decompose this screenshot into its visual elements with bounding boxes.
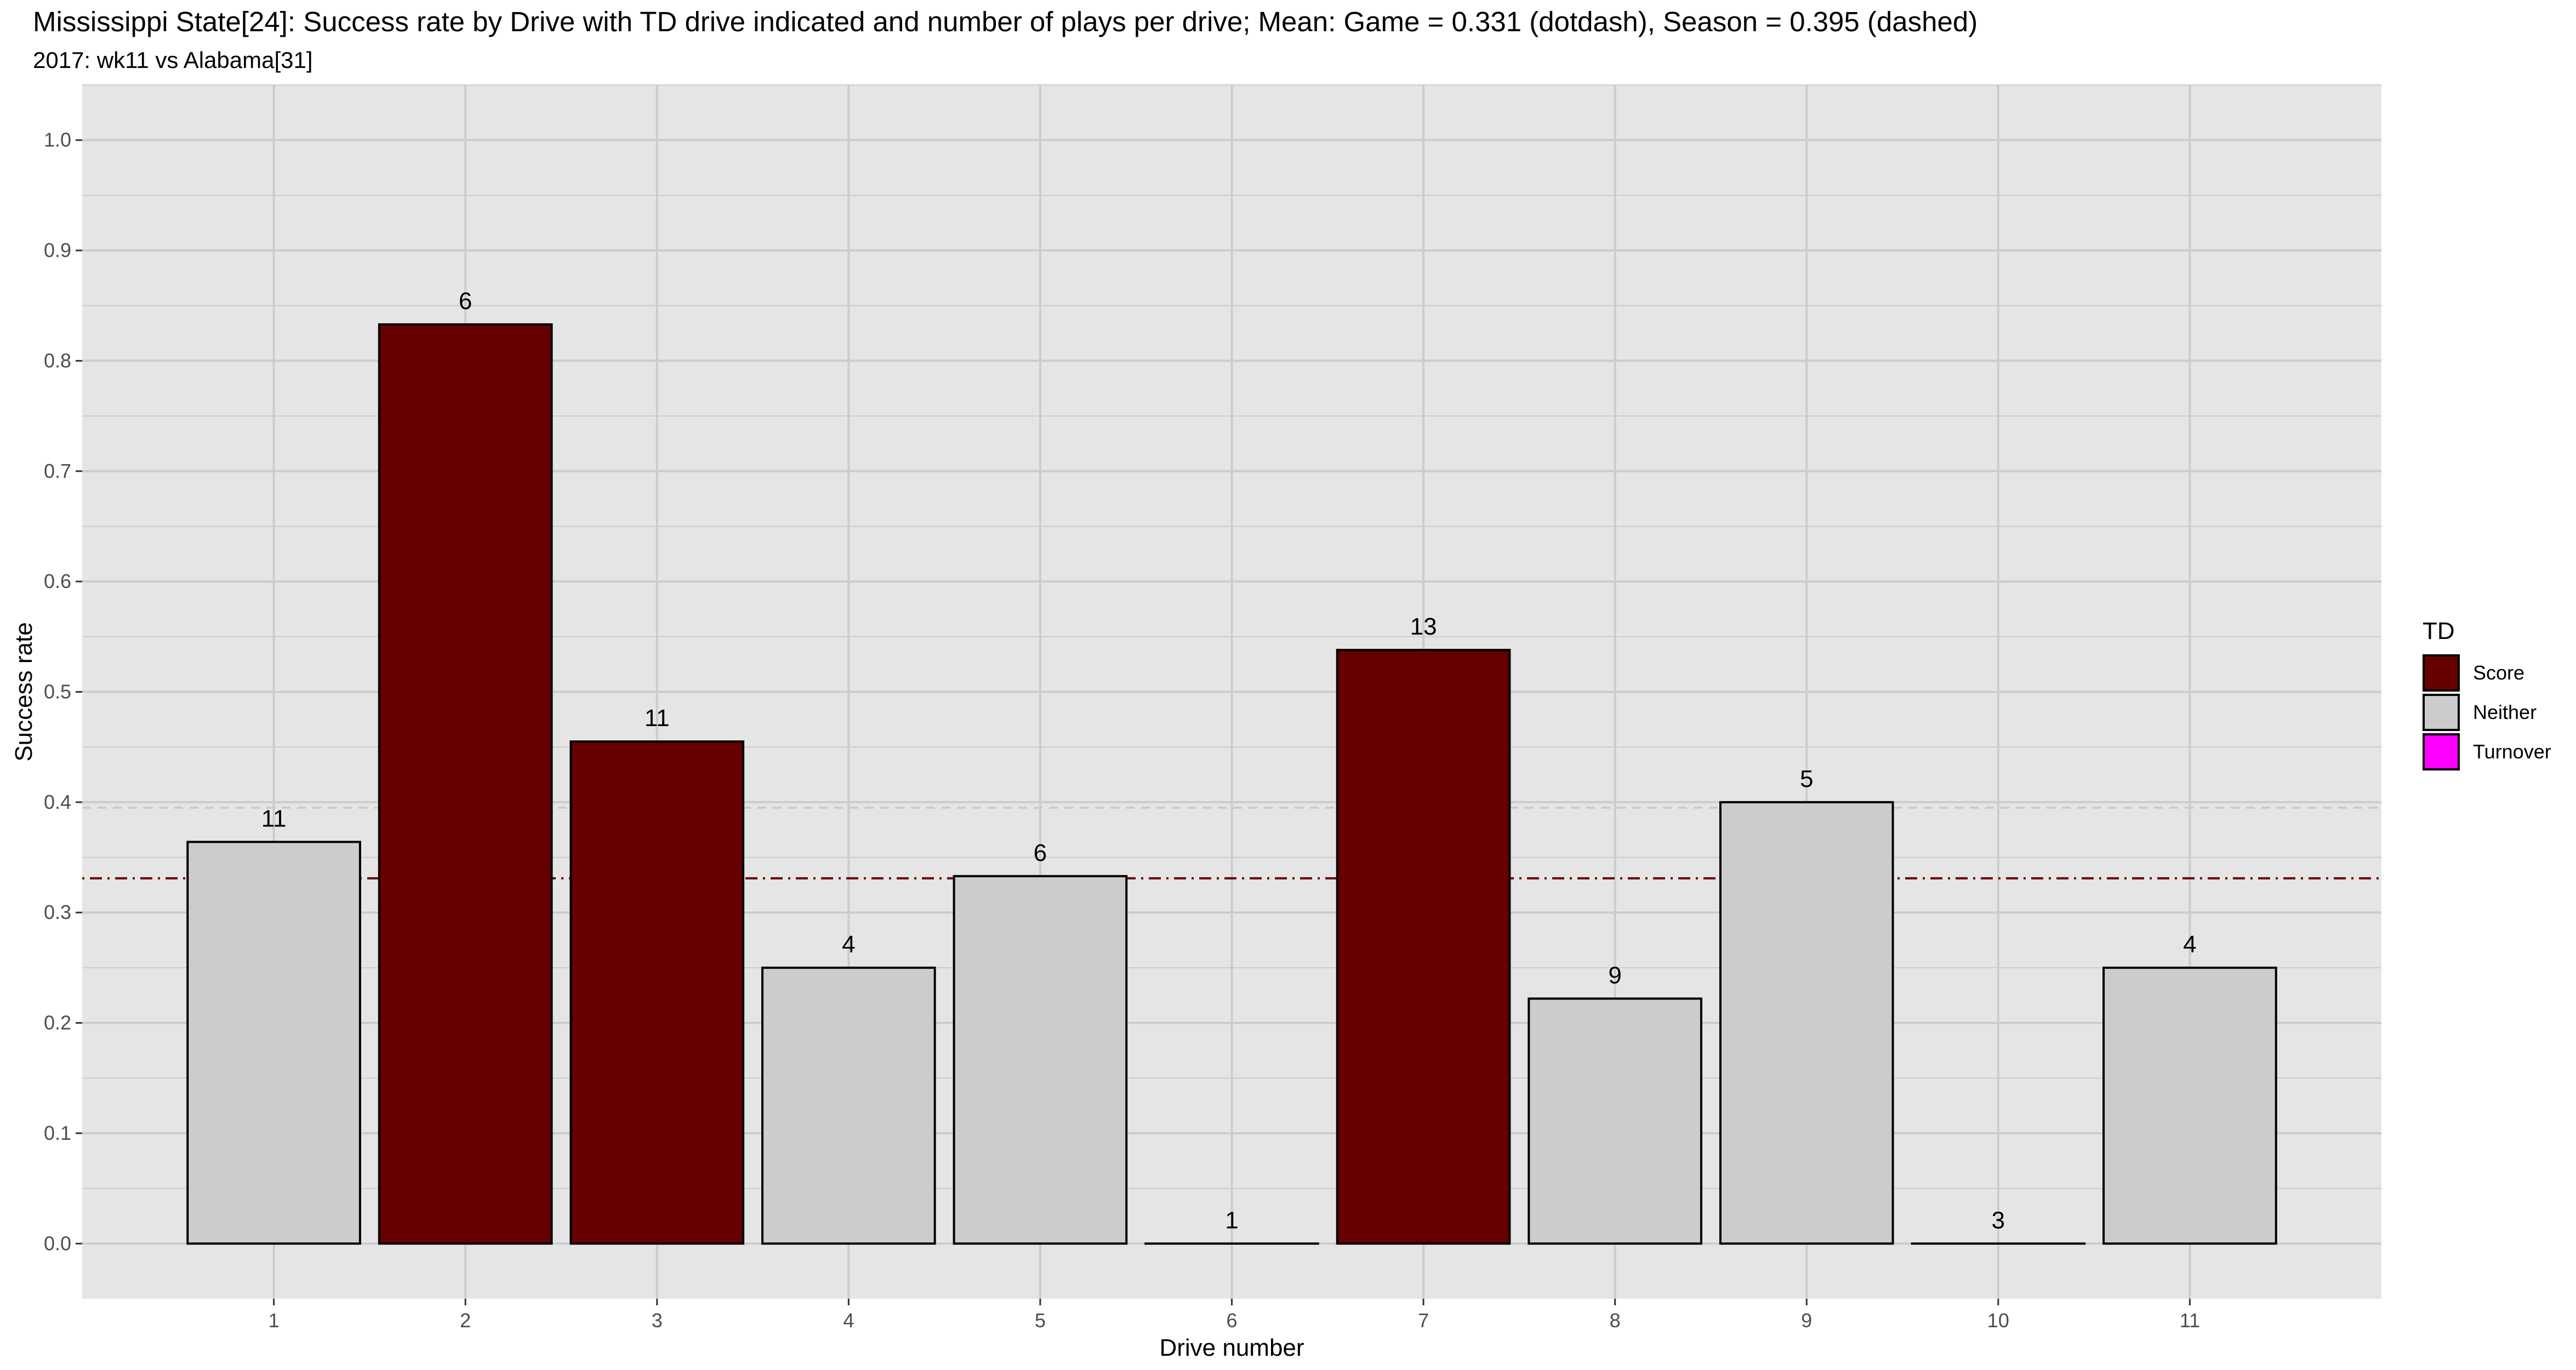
bar — [1719, 801, 1894, 1245]
x-tick-label: 11 — [2180, 1309, 2200, 1332]
y-tick-label: 0.5 — [44, 681, 71, 703]
y-tick-label: 1.0 — [44, 129, 71, 151]
bar-play-count-label: 1 — [1225, 1207, 1238, 1234]
x-tick-label: 3 — [652, 1309, 663, 1332]
bar-play-count-label: 4 — [842, 931, 855, 958]
x-tick-label: 5 — [1035, 1309, 1046, 1332]
bar-play-count-label: 11 — [645, 705, 670, 732]
bar — [1336, 648, 1511, 1245]
bar — [2102, 966, 2277, 1245]
y-tick-label: 0.4 — [44, 791, 71, 813]
y-tick-label: 0.7 — [44, 460, 71, 482]
legend-label: Turnover — [2473, 740, 2551, 763]
bars — [186, 323, 2277, 1245]
bar — [186, 841, 361, 1245]
bar — [1528, 997, 1702, 1245]
bar — [378, 323, 553, 1245]
bar — [761, 966, 936, 1245]
x-tick-label: 8 — [1610, 1309, 1621, 1332]
y-tick-label: 0.0 — [44, 1232, 71, 1254]
legend-title: TD — [2423, 618, 2455, 644]
bar — [953, 875, 1128, 1245]
mean-lines — [82, 806, 2381, 880]
legend-label: Neither — [2473, 701, 2537, 723]
bar — [569, 740, 745, 1245]
x-tick-label: 1 — [269, 1309, 280, 1332]
legend-key — [2423, 654, 2460, 692]
x-tick-label: 6 — [1226, 1309, 1237, 1332]
bar-play-count-label: 11 — [261, 805, 287, 832]
legend-label: Score — [2473, 661, 2524, 684]
bar-play-count-label: 6 — [459, 288, 472, 315]
x-tick-label: 4 — [843, 1309, 854, 1332]
bar-play-count-label: 9 — [1608, 962, 1621, 989]
bar-play-count-label: 13 — [1410, 613, 1437, 640]
y-tick-label: 0.9 — [44, 239, 71, 261]
x-tick-label: 2 — [460, 1309, 471, 1332]
y-axis-title: Success rate — [10, 622, 37, 761]
legend-key — [2423, 733, 2460, 770]
bar-play-count-label: 5 — [1800, 766, 1813, 792]
y-tick-label: 0.6 — [44, 570, 71, 592]
y-tick-label: 0.8 — [44, 349, 71, 372]
axes: 0.0 0.1 0.2 0.3 0.4 0.5 0.6 0.7 0.8 0.9 1.0 1 2 3 4 5 6 7… — [44, 129, 2200, 1332]
x-tick-label: 7 — [1418, 1309, 1429, 1332]
legend-key — [2423, 694, 2460, 731]
y-tick-label: 0.3 — [44, 901, 71, 923]
y-tick-label: 0.2 — [44, 1012, 71, 1034]
chart-subtitle: 2017: wk11 vs Alabama[31] — [33, 47, 313, 73]
chart-title: Mississippi State[24]: Success rate by D… — [33, 6, 1978, 37]
bar-play-count-label: 4 — [2183, 931, 2196, 958]
x-tick-label: 10 — [1987, 1309, 2009, 1332]
y-tick-label: 0.1 — [44, 1122, 71, 1144]
x-tick-label: 9 — [1801, 1309, 1812, 1332]
x-axis-title: Drive number — [1159, 1334, 1304, 1361]
data-labels: 11 6 11 4 6 1 13 9 5 3 4 — [261, 288, 2197, 1234]
legend: TD Score Neither Turnover — [2423, 618, 2551, 770]
bar-play-count-label: 3 — [1992, 1207, 2005, 1234]
bar-play-count-label: 6 — [1034, 840, 1047, 866]
